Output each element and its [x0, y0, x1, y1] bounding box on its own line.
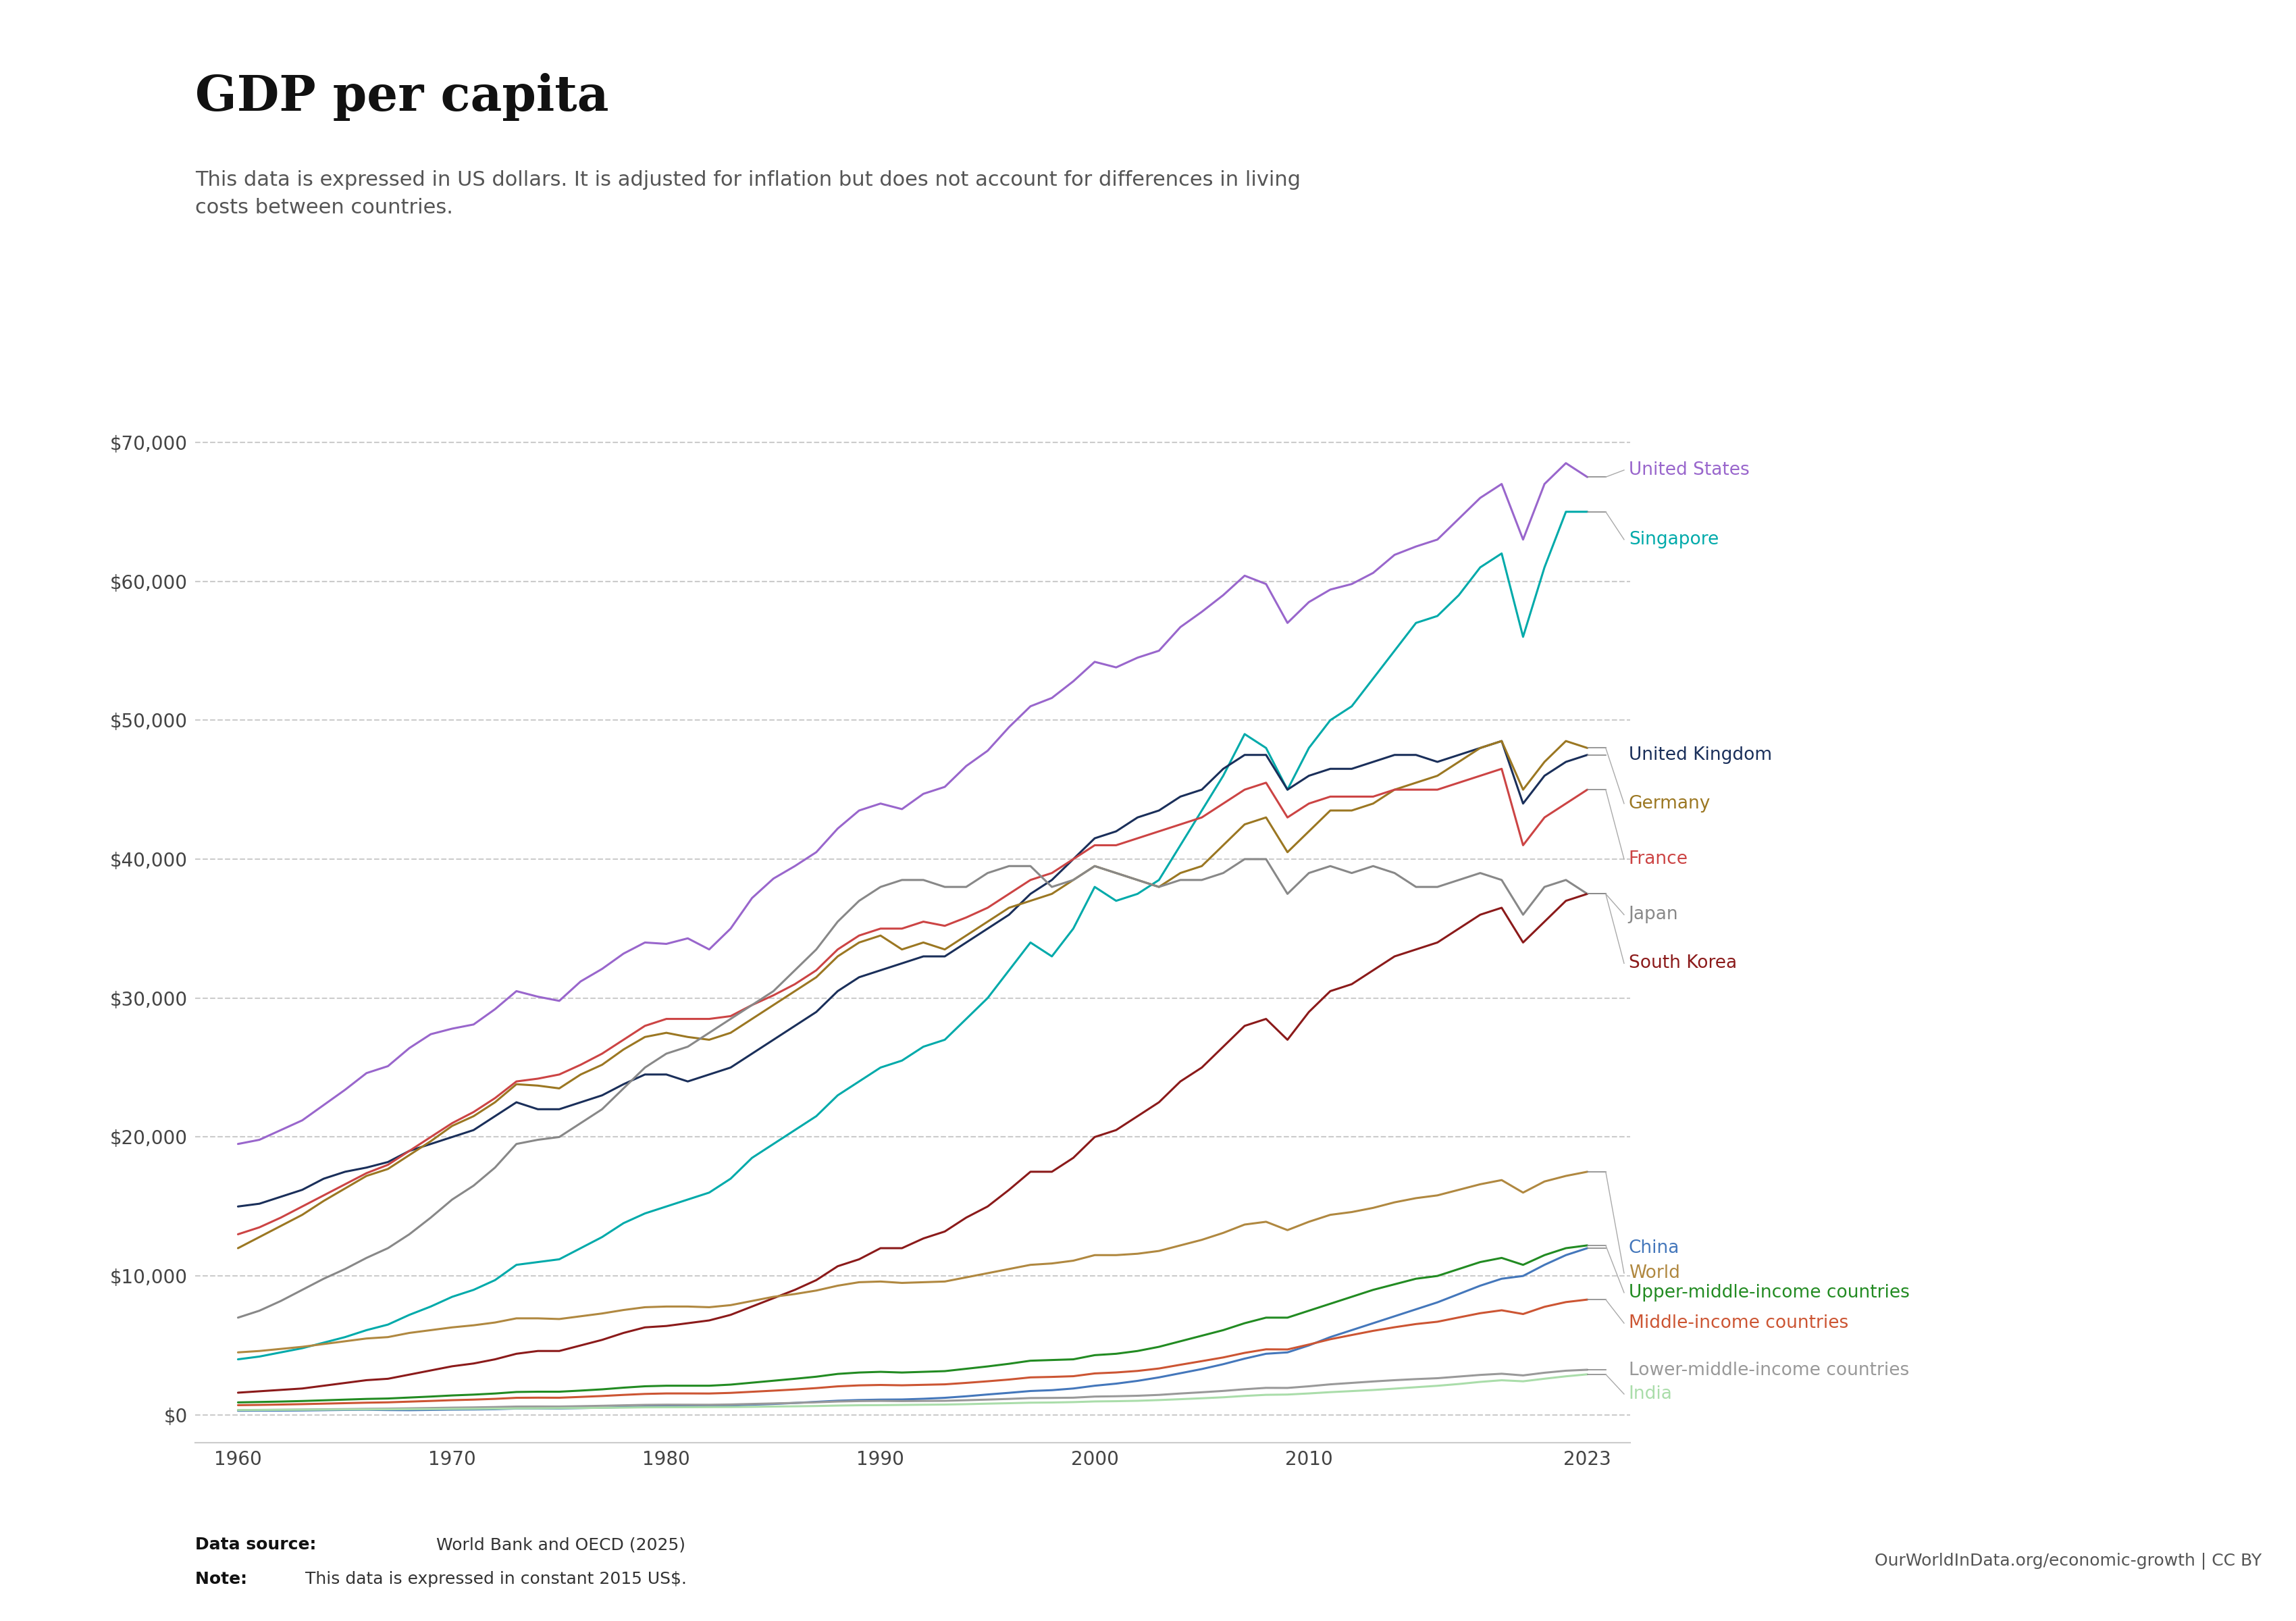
Text: Lower-middle-income countries: Lower-middle-income countries: [1628, 1362, 1908, 1379]
Text: Singapore: Singapore: [1628, 530, 1720, 548]
Text: United Kingdom: United Kingdom: [1628, 746, 1773, 763]
Text: OurWorldInData.org/economic-growth | CC BY: OurWorldInData.org/economic-growth | CC …: [1874, 1553, 2262, 1569]
Text: GDP per capita: GDP per capita: [195, 73, 608, 122]
Text: World: World: [1628, 1264, 1681, 1282]
Text: Note:: Note:: [195, 1571, 253, 1587]
Text: China: China: [1628, 1240, 1681, 1256]
Text: Germany: Germany: [1628, 794, 1711, 812]
Text: Data source:: Data source:: [195, 1537, 321, 1553]
Text: France: France: [1628, 851, 1688, 867]
Text: South Korea: South Korea: [1628, 955, 1736, 973]
Text: Upper-middle-income countries: Upper-middle-income countries: [1628, 1284, 1910, 1302]
Text: World Bank and OECD (2025): World Bank and OECD (2025): [436, 1537, 687, 1553]
Text: Middle-income countries: Middle-income countries: [1628, 1315, 1848, 1332]
Text: This data is expressed in US dollars. It is adjusted for inflation but does not : This data is expressed in US dollars. It…: [195, 170, 1300, 217]
Text: Our World
in Data: Our World in Data: [2073, 66, 2179, 110]
Text: United States: United States: [1628, 462, 1750, 478]
Text: Japan: Japan: [1628, 906, 1678, 924]
Text: This data is expressed in constant 2015 US$.: This data is expressed in constant 2015 …: [305, 1571, 687, 1587]
Text: India: India: [1628, 1386, 1671, 1402]
